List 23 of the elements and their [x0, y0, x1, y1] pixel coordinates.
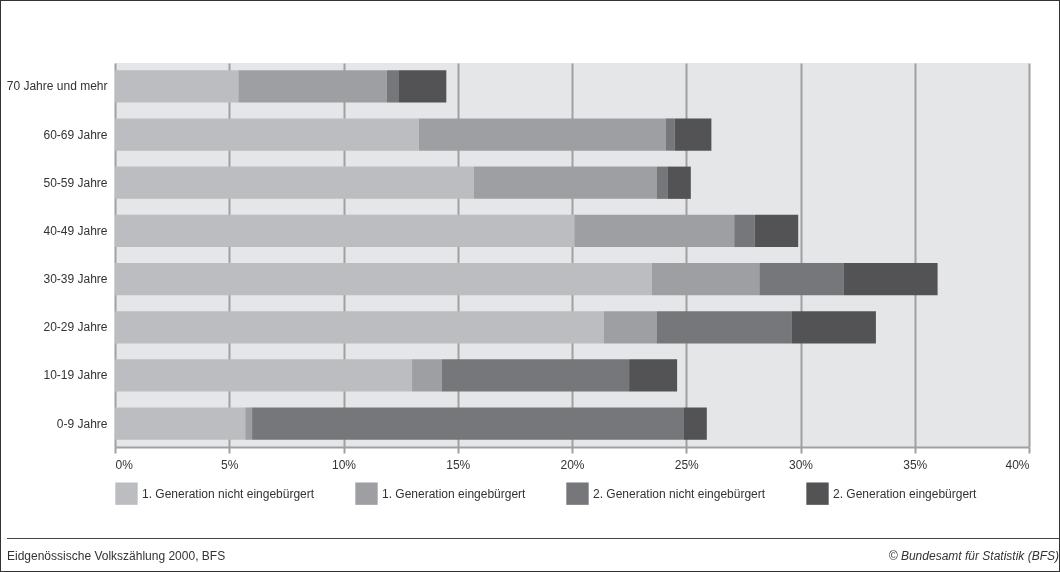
- x-tick-label: 25%: [674, 457, 700, 472]
- x-tick-label: 30%: [788, 457, 814, 472]
- legend-label: 1. Generation eingebürgert: [382, 486, 527, 501]
- x-tick-label: 5%: [221, 457, 239, 472]
- x-tick-label: 0%: [115, 457, 134, 472]
- y-tick-label: 20-29 Jahre: [43, 320, 108, 335]
- x-tick-label: 40%: [1005, 457, 1030, 472]
- y-tick-label: 10-19 Jahre: [43, 368, 108, 383]
- text: © Bundesamt für Statistik (BFS): [888, 549, 1059, 565]
- x-tick-label: 35%: [903, 457, 928, 472]
- y-tick-label: 60-69 Jahre: [43, 127, 108, 142]
- x-tick-label: 15%: [446, 457, 471, 472]
- y-tick-label: 30-39 Jahre: [43, 272, 108, 287]
- y-tick-label: 50-59 Jahre: [43, 175, 108, 190]
- text: Eidgenössische Volkszählung 2000, BFS: [7, 549, 226, 565]
- legend-label: 1. Generation nicht eingebürgert: [142, 486, 315, 501]
- legend-label: 2. Generation eingebürgert: [833, 486, 978, 501]
- y-tick-label: 70 Jahre und mehr: [6, 79, 108, 94]
- x-tick-label: 10%: [331, 457, 357, 472]
- legend-label: 2. Generation nicht eingebürgert: [593, 486, 766, 501]
- y-tick-label: 0-9 Jahre: [56, 416, 108, 431]
- x-tick-label: 20%: [560, 457, 585, 472]
- y-tick-label: 40-49 Jahre: [43, 223, 108, 238]
